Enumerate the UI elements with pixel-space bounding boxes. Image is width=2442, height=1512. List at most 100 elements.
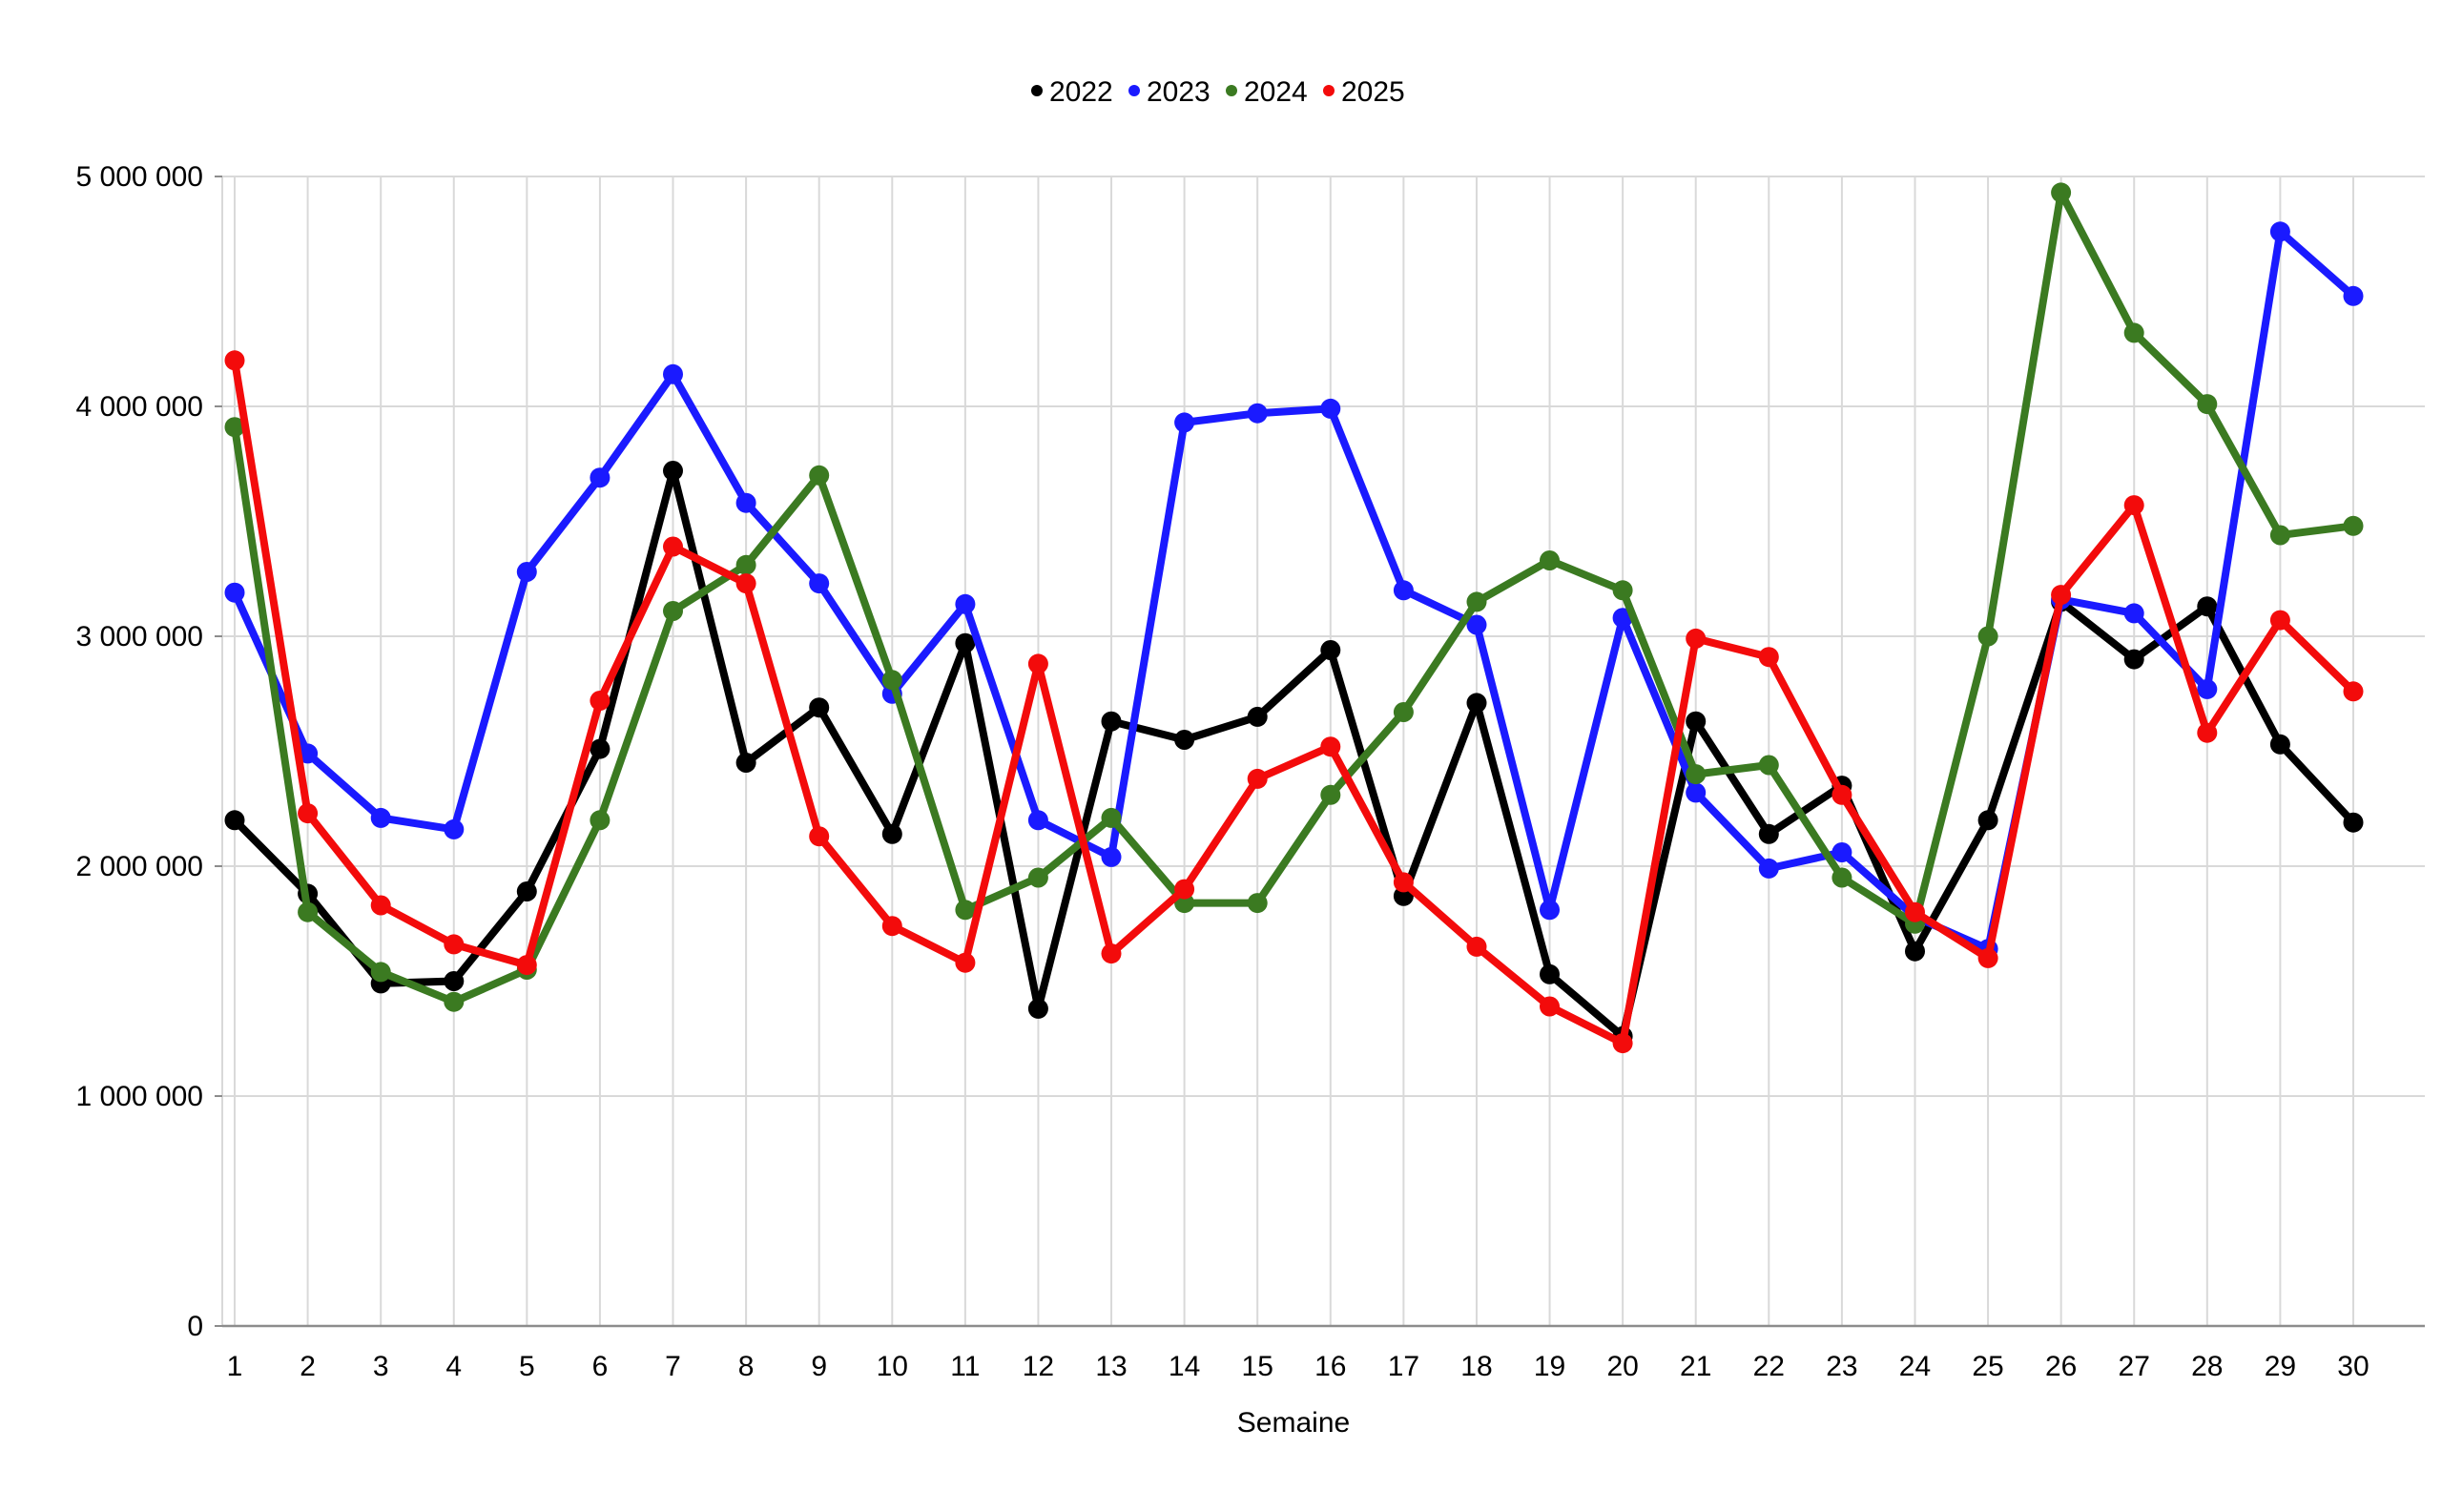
- series-2024-point-week-13: [1101, 807, 1122, 828]
- legend-label-2025: 2025: [1341, 76, 1405, 108]
- legend-dot-2024: [1226, 85, 1237, 96]
- x-tick-label-week-19: 19: [1534, 1351, 1565, 1382]
- series-2023-point-week-30: [2343, 285, 2364, 306]
- series-2022-point-week-1: [224, 810, 245, 831]
- x-tick-label-week-12: 12: [1023, 1351, 1054, 1382]
- legend-label-2022: 2022: [1049, 76, 1113, 108]
- series-2025-point-week-7: [663, 536, 683, 557]
- series-2025-point-week-14: [1174, 879, 1195, 900]
- series-2025-point-week-5: [516, 955, 537, 976]
- series-2024-point-week-17: [1393, 702, 1414, 722]
- series-2025-point-week-11: [955, 952, 976, 973]
- series-2024-point-week-1: [224, 417, 245, 438]
- legend-item-2025: 2025: [1323, 76, 1405, 108]
- series-2024-point-week-10: [881, 670, 902, 691]
- series-2023-point-week-7: [663, 363, 683, 384]
- series-2025-point-week-22: [1758, 647, 1779, 668]
- series-2025-point-week-27: [2123, 495, 2144, 516]
- legend-item-2022: 2022: [1031, 76, 1113, 108]
- series-2025-point-week-15: [1247, 768, 1268, 789]
- series-2022-point-week-28: [2197, 596, 2218, 617]
- y-tick-label-5000000: 5 000 000: [76, 161, 203, 193]
- series-2022-point-week-25: [1977, 810, 1998, 831]
- series-2024-point-week-23: [1832, 867, 1852, 888]
- x-tick-label-week-11: 11: [950, 1351, 980, 1382]
- series-2022-point-week-7: [663, 461, 683, 481]
- series-2022-point-week-9: [809, 697, 830, 718]
- series-2023-point-week-19: [1540, 900, 1560, 921]
- series-2024-point-week-7: [663, 601, 683, 621]
- series-2024-point-week-28: [2197, 394, 2218, 415]
- x-tick-label-week-25: 25: [1972, 1351, 2003, 1382]
- x-tick-label-week-6: 6: [592, 1351, 609, 1382]
- series-2022-point-week-14: [1174, 730, 1195, 750]
- series-2023-point-week-15: [1247, 403, 1268, 424]
- x-tick-label-week-24: 24: [1899, 1351, 1931, 1382]
- series-2024-line: [231, 188, 2357, 1006]
- series-2022-point-week-12: [1027, 998, 1048, 1019]
- x-tick-label-week-20: 20: [1606, 1351, 1638, 1382]
- y-axis-tick-labels: 0 1 000 000 2 000 000 3 000 000 4 000 000 5 0…: [76, 161, 203, 1342]
- series-2023-point-week-5: [516, 562, 537, 582]
- series-2023-point-week-18: [1466, 614, 1487, 635]
- series-2022-point-week-5: [516, 881, 537, 901]
- legend-label-2023: 2023: [1147, 76, 1211, 108]
- series-2024-point-week-25: [1977, 626, 1998, 647]
- series-2024-point-week-30: [2343, 515, 2364, 536]
- series-2023-point-week-8: [735, 492, 756, 513]
- series-2025-point-week-4: [444, 934, 465, 955]
- series-2022-point-week-21: [1686, 711, 1707, 732]
- series-2025-point-week-28: [2197, 722, 2218, 743]
- series-2024-point-week-27: [2123, 322, 2144, 343]
- series-2025-point-week-21: [1686, 628, 1707, 649]
- y-tick-label-2000000: 2 000 000: [76, 851, 203, 882]
- x-tick-label-week-14: 14: [1169, 1351, 1200, 1382]
- series-2022-point-week-19: [1540, 963, 1560, 984]
- series-2023-point-week-12: [1027, 810, 1048, 831]
- x-tick-label-week-10: 10: [877, 1351, 908, 1382]
- x-tick-label-week-1: 1: [227, 1351, 243, 1382]
- series-2024-point-week-16: [1320, 784, 1341, 805]
- x-tick-label-week-28: 28: [2191, 1351, 2223, 1382]
- legend: 2022 2023 2024 2025: [1031, 76, 1405, 108]
- series-2022-point-week-6: [590, 738, 610, 759]
- series-2022-point-week-11: [955, 632, 976, 653]
- series-2025-point-week-8: [735, 573, 756, 594]
- x-tick-label-week-29: 29: [2265, 1351, 2296, 1382]
- series-2025-point-week-19: [1540, 996, 1560, 1017]
- series-2024-point-week-26: [2051, 182, 2072, 203]
- series-2022-point-week-4: [444, 971, 465, 991]
- legend-dot-2022: [1031, 85, 1043, 96]
- series-2025-point-week-16: [1320, 736, 1341, 757]
- series-2023-point-week-6: [590, 467, 610, 488]
- series-2023-point-week-28: [2197, 678, 2218, 699]
- y-tick-label-3000000: 3 000 000: [76, 621, 203, 652]
- x-tick-label-week-13: 13: [1095, 1351, 1127, 1382]
- series-2025-point-week-26: [2051, 585, 2072, 606]
- series-2024-point-week-18: [1466, 591, 1487, 612]
- series-2025-point-week-2: [298, 803, 319, 824]
- x-tick-label-week-26: 26: [2045, 1351, 2077, 1382]
- series-2023-point-week-1: [224, 582, 245, 603]
- series-2022-point-week-15: [1247, 706, 1268, 727]
- series-2023-point-week-3: [370, 807, 391, 828]
- series-2024-point-week-29: [2269, 525, 2290, 546]
- legend-dot-2025: [1323, 85, 1335, 96]
- x-tick-label-week-23: 23: [1826, 1351, 1857, 1382]
- series-2022-point-week-10: [881, 823, 902, 844]
- x-tick-label-week-15: 15: [1242, 1351, 1273, 1382]
- series-layer: [224, 182, 2364, 1054]
- legend-dot-2023: [1128, 85, 1140, 96]
- series-2025-point-week-9: [809, 826, 830, 847]
- series-2024-point-week-8: [735, 554, 756, 575]
- series-2025-point-week-23: [1832, 784, 1852, 805]
- series-2023-point-week-13: [1101, 846, 1122, 867]
- legend-label-2024: 2024: [1244, 76, 1308, 108]
- y-tick-label-0: 0: [187, 1311, 203, 1342]
- legend-item-2024: 2024: [1226, 76, 1308, 108]
- series-2022-line: [231, 466, 2357, 1041]
- series-2023-point-week-16: [1320, 398, 1341, 419]
- x-axis-tick-labels: 1 2 3 4 5 6 7 8 9 10 11 12 13 14 15 16 17 18 19 20 21 22 23 24 2…: [227, 1351, 2370, 1382]
